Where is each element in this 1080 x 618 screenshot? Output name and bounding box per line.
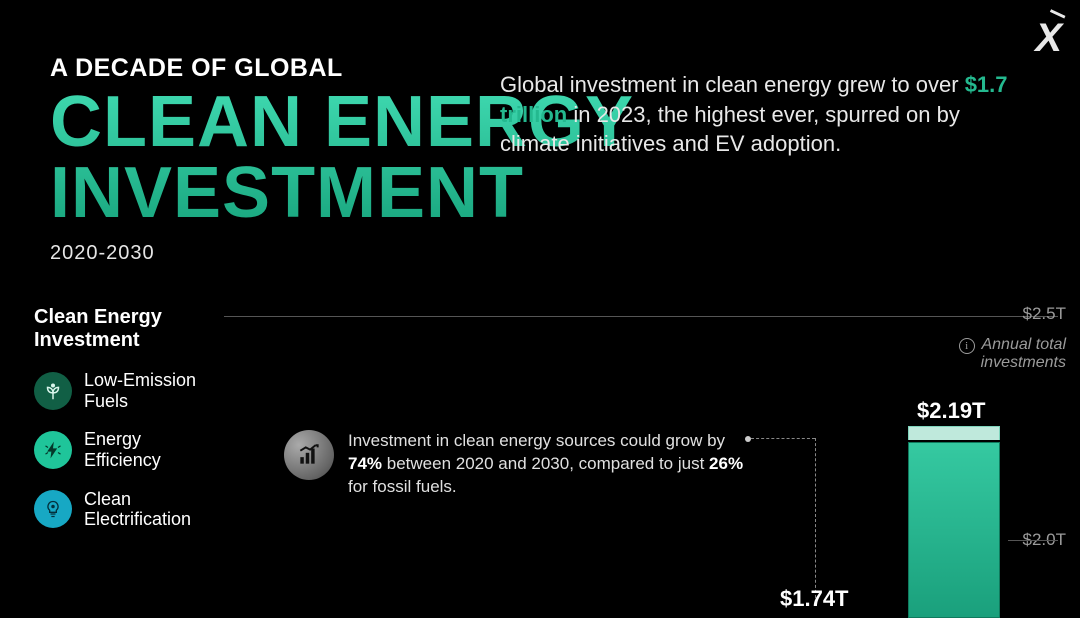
chart-top-gridline [224,316,1058,317]
legend-title: Clean Energy Investment [34,306,196,352]
callout-text: Investment in clean energy sources could… [348,430,744,499]
callout: Investment in clean energy sources could… [284,430,744,499]
chart-info-note: i Annual total investments [959,336,1066,372]
bulb-icon [34,490,72,528]
bar-2-main-segment [908,442,1000,618]
y-axis-gridline-20 [1008,540,1058,541]
intro-prefix: Global investment in clean energy grew t… [500,72,965,97]
callout-leader-line-v [815,438,816,598]
legend-item-low-emission: Low-Emission Fuels [34,370,196,411]
legend-item-electrification: Clean Electrification [34,489,196,530]
legend-title-l2: Investment [34,329,140,351]
info-note-l2: investments [981,354,1066,371]
bar-value-label-2: $2.19T [917,398,986,424]
legend-label: Low-Emission Fuels [84,370,196,411]
growth-chart-icon [284,430,334,480]
intro-suffix: in 2023, the highest ever, spurred on by… [500,102,960,157]
title-line-2: INVESTMENT [50,153,524,233]
brand-logo: X [1035,16,1060,61]
bolt-icon [34,431,72,469]
legend-label: Clean Electrification [84,489,191,530]
legend-item-efficiency: Energy Efficiency [34,429,196,470]
bar-value-label-1: $1.74T [780,586,849,612]
plant-icon [34,372,72,410]
info-note-l1: Annual total [981,336,1066,353]
callout-leader-dot [745,436,751,442]
legend-label: Energy Efficiency [84,429,161,470]
bar-2-top-segment [908,426,1000,440]
info-note-text: Annual total investments [981,336,1066,372]
y-axis-tick-25: $2.5T [1023,304,1066,324]
legend-title-l1: Clean Energy [34,306,162,328]
intro-paragraph: Global investment in clean energy grew t… [500,70,1010,159]
callout-leader-line-h [751,438,815,439]
info-icon: i [959,338,975,354]
date-range: 2020-2030 [50,242,634,265]
legend: Clean Energy Investment Low-Emission Fue… [34,306,196,530]
